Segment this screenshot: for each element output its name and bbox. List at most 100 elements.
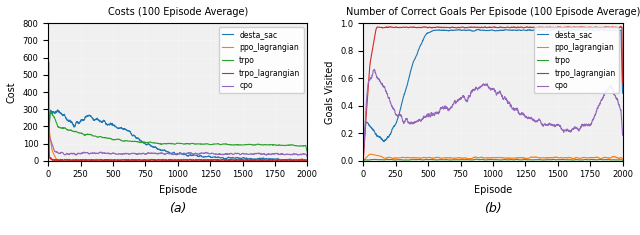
trpo_lagrangian [456, 26, 463, 29]
ppo_lagrangian [67, 159, 75, 161]
Y-axis label: Cost: Cost [7, 81, 17, 103]
desta_sac [360, 149, 367, 151]
trpo_lagrangian [619, 82, 627, 84]
ppo_lagrangian [58, 158, 66, 161]
ppo_lagrangian [156, 159, 163, 162]
trpo_lagrangian [44, 151, 52, 154]
ppo_lagrangian [515, 157, 523, 159]
X-axis label: Episode: Episode [474, 185, 512, 195]
cpo [46, 137, 54, 140]
cpo [456, 97, 463, 100]
Line: cpo: cpo [48, 138, 307, 157]
ppo_lagrangian [383, 157, 390, 159]
Line: trpo: trpo [48, 112, 307, 153]
Line: cpo: cpo [364, 69, 623, 153]
trpo [200, 143, 208, 145]
desta_sac [303, 159, 311, 162]
desta_sac [374, 135, 381, 137]
Title: Number of Correct Goals Per Episode (100 Episode Average): Number of Correct Goals Per Episode (100… [346, 7, 640, 17]
Line: desta_sac: desta_sac [48, 110, 307, 160]
trpo_lagrangian [50, 159, 58, 161]
trpo [303, 151, 311, 154]
ppo_lagrangian [360, 159, 367, 162]
trpo [573, 158, 580, 161]
X-axis label: Episode: Episode [159, 185, 197, 195]
cpo [573, 127, 580, 130]
ppo_lagrangian [258, 158, 266, 161]
cpo [200, 152, 208, 155]
trpo [67, 129, 75, 132]
desta_sac [44, 146, 52, 149]
ppo_lagrangian [456, 156, 463, 159]
trpo [50, 116, 58, 119]
Legend: desta_sac, ppo_lagrangian, trpo, trpo_lagrangian, cpo: desta_sac, ppo_lagrangian, trpo, trpo_la… [219, 27, 303, 94]
desta_sac [456, 29, 463, 31]
trpo_lagrangian [258, 159, 266, 162]
trpo [58, 127, 66, 129]
ppo_lagrangian [374, 154, 381, 157]
trpo_lagrangian [360, 157, 367, 160]
cpo [383, 91, 390, 94]
desta_sac [619, 92, 627, 94]
trpo_lagrangian [303, 159, 311, 162]
cpo [515, 112, 523, 115]
Line: trpo_lagrangian: trpo_lagrangian [364, 27, 623, 158]
desta_sac [573, 29, 580, 31]
Line: trpo_lagrangian: trpo_lagrangian [48, 62, 307, 161]
trpo_lagrangian [266, 159, 273, 162]
desta_sac [50, 111, 58, 114]
Legend: desta_sac, ppo_lagrangian, trpo, trpo_lagrangian, cpo: desta_sac, ppo_lagrangian, trpo, trpo_la… [534, 27, 619, 94]
cpo [58, 151, 66, 154]
trpo_lagrangian [67, 159, 75, 162]
trpo [47, 110, 54, 113]
cpo [619, 134, 627, 137]
desta_sac [383, 137, 390, 140]
trpo [44, 143, 52, 145]
trpo_lagrangian [374, 26, 381, 29]
ppo_lagrangian [303, 159, 311, 162]
cpo [371, 68, 378, 71]
desta_sac [58, 113, 66, 116]
desta_sac [200, 156, 208, 158]
ppo_lagrangian [45, 131, 53, 133]
trpo [360, 159, 367, 162]
cpo [258, 153, 266, 156]
ppo_lagrangian [367, 153, 374, 156]
cpo [374, 77, 381, 80]
desta_sac [258, 157, 266, 160]
cpo [360, 151, 367, 154]
desta_sac [141, 142, 148, 145]
trpo_lagrangian [200, 158, 208, 161]
Line: desta_sac: desta_sac [364, 29, 623, 150]
ppo_lagrangian [141, 159, 148, 161]
ppo_lagrangian [200, 158, 208, 161]
trpo_lagrangian [383, 26, 390, 29]
ppo_lagrangian [44, 147, 52, 150]
ppo_lagrangian [50, 153, 58, 156]
trpo_lagrangian [365, 72, 373, 75]
ppo_lagrangian [619, 157, 627, 160]
cpo [44, 150, 52, 153]
trpo_lagrangian [573, 26, 580, 29]
desta_sac [54, 108, 61, 111]
cpo [141, 153, 148, 156]
trpo [365, 159, 373, 161]
trpo_lagrangian [515, 26, 523, 29]
desta_sac [515, 29, 523, 31]
trpo [515, 158, 523, 161]
cpo [303, 156, 311, 159]
trpo [258, 143, 266, 146]
ppo_lagrangian [573, 156, 580, 159]
Line: trpo: trpo [364, 159, 623, 160]
trpo_lagrangian [387, 25, 394, 28]
trpo [141, 141, 148, 143]
trpo [472, 158, 480, 161]
desta_sac [365, 124, 373, 126]
Title: Costs (100 Episode Average): Costs (100 Episode Average) [108, 7, 248, 17]
Y-axis label: Goals Visited: Goals Visited [324, 60, 335, 124]
Line: ppo_lagrangian: ppo_lagrangian [364, 154, 623, 160]
cpo [365, 79, 373, 82]
desta_sac [587, 28, 595, 31]
Text: (a): (a) [169, 202, 186, 215]
trpo [456, 159, 463, 161]
